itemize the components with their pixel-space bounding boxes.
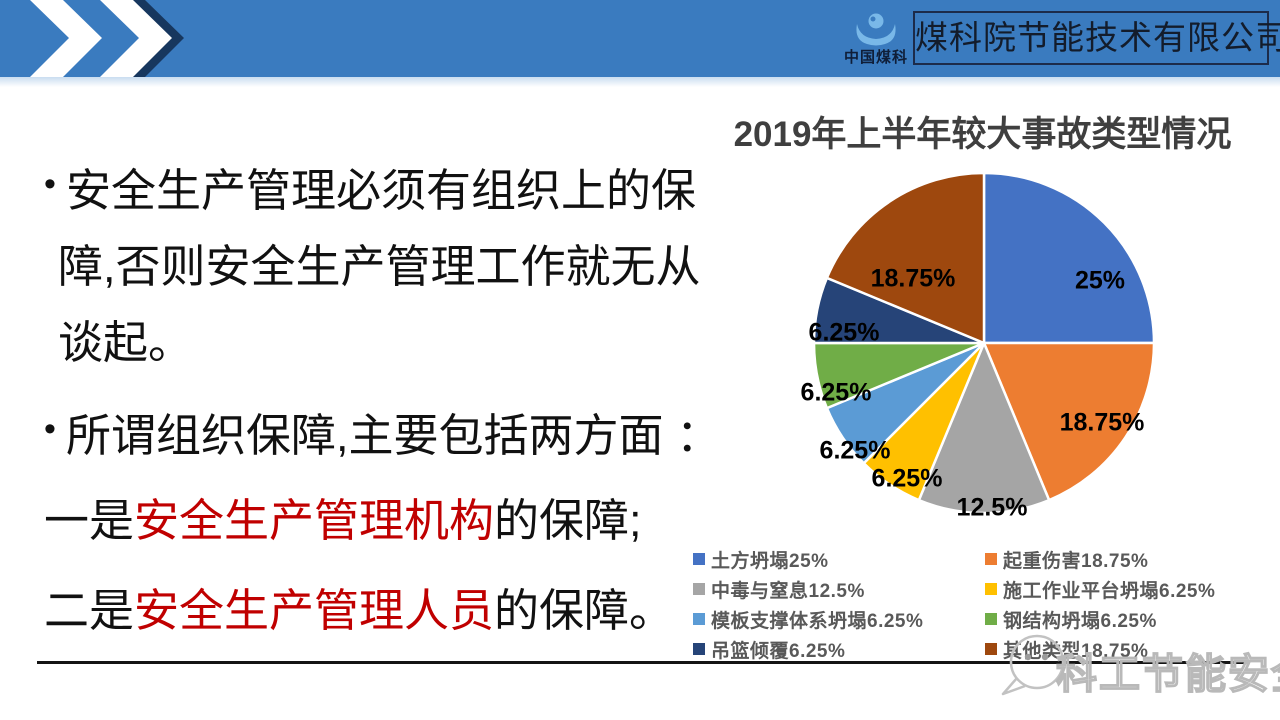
legend-label: 钢结构坍塌6.25% (1003, 610, 1157, 632)
point1-highlight: 安全生产管理机构 (134, 495, 495, 546)
bullet1-line1: 安全生产管理必须有组织上的保 (66, 165, 697, 216)
pie-label: 18.75% (871, 265, 956, 293)
header-divider (0, 77, 1280, 87)
divider-line (37, 661, 1248, 664)
legend-label: 模板支撑体系坍塌6.25% (711, 610, 924, 632)
pie-label: 12.5% (957, 494, 1028, 522)
pie-slice (812, 341, 985, 410)
bullet-icon: • (44, 165, 56, 203)
point1-suffix: 的保障; (494, 495, 642, 546)
legend-swatch-icon (693, 613, 705, 625)
bullet1-line2: 障,否则安全生产管理工作就无从 (58, 241, 701, 292)
legend-swatch-icon (985, 553, 997, 565)
company-logo: 中国煤科 (836, 10, 916, 68)
pie-slice (825, 341, 985, 465)
legend-label: 中毒与窒息12.5% (711, 580, 865, 602)
pie-label: 25% (1075, 267, 1125, 295)
pie-slice (917, 339, 1051, 515)
pie-label: 6.25% (820, 437, 891, 465)
legend-label: 其他类型18.75% (1003, 640, 1149, 662)
point2-line: 二是安全生产管理人员的保障。 (44, 574, 674, 639)
legend-label: 吊篮倾覆6.25% (711, 640, 846, 662)
pie-slice (982, 171, 1156, 345)
company-name: 煤科院节能技术有限公司 (915, 19, 1280, 56)
pie-slice (862, 342, 986, 502)
pie-label: 6.25% (801, 379, 872, 407)
legend-label: 施工作业平台坍塌6.25% (1003, 580, 1216, 602)
legend-swatch-icon (985, 613, 997, 625)
pie-slice (812, 276, 985, 345)
legend-swatch-icon (693, 583, 705, 595)
point2-suffix: 的保障。 (494, 585, 675, 636)
legend-label: 土方坍塌25% (711, 550, 829, 572)
pie-label: 18.75% (1060, 409, 1145, 437)
pie-slice (825, 171, 986, 345)
legend-swatch-icon (693, 643, 705, 655)
coal-group-emblem-icon (856, 13, 896, 46)
legend-label: 起重伤害18.75% (1003, 550, 1149, 572)
legend-item: 土方坍塌25% (693, 544, 923, 574)
legend-column-left: 土方坍塌25% 中毒与窒息12.5% 模板支撑体系坍塌6.25% 吊篮倾覆6.25% (693, 544, 923, 664)
logo-caption: 中国煤科 (843, 49, 908, 66)
pie-slice (982, 341, 1156, 502)
point1-line: 一是安全生产管理机构的保障; (44, 484, 642, 549)
bullet-icon: • (44, 410, 56, 448)
legend-swatch-icon (693, 553, 705, 565)
point1-prefix: 一是 (44, 495, 135, 546)
chart-title: 2019年上半年较大事故类型情况 (733, 115, 1232, 154)
legend-item: 起重伤害18.75% (985, 544, 1215, 574)
legend-item: 吊篮倾覆6.25% (693, 634, 923, 664)
company-name-box: 煤科院节能技术有限公司 (913, 11, 1280, 65)
watermark-text: 科工节能安全 (1055, 650, 1280, 698)
bullet1-line3: 谈起。 (58, 317, 194, 368)
legend-swatch-icon (985, 643, 997, 655)
watermark-face-icon (1001, 634, 1065, 696)
point2-highlight: 安全生产管理人员 (134, 585, 495, 636)
legend-column-right: 起重伤害18.75% 施工作业平台坍塌6.25% 钢结构坍塌6.25% 其他类型18.… (985, 544, 1215, 664)
bullet2-line: 所谓组织保障,主要包括两方面 ： (66, 410, 722, 461)
legend-item: 其他类型18.75% (985, 634, 1215, 664)
pie-label: 6.25% (872, 465, 943, 493)
header-bar: 中国煤科 煤科院节能技术有限公司 (0, 0, 1280, 77)
pie-label: 6.25% (809, 319, 880, 347)
legend-item: 钢结构坍塌6.25% (985, 604, 1215, 634)
legend-swatch-icon (985, 583, 997, 595)
legend-item: 中毒与窒息12.5% (693, 574, 923, 604)
legend-item: 模板支撑体系坍塌6.25% (693, 604, 923, 634)
legend-item: 施工作业平台坍塌6.25% (985, 574, 1215, 604)
point2-prefix: 二是 (44, 585, 135, 636)
